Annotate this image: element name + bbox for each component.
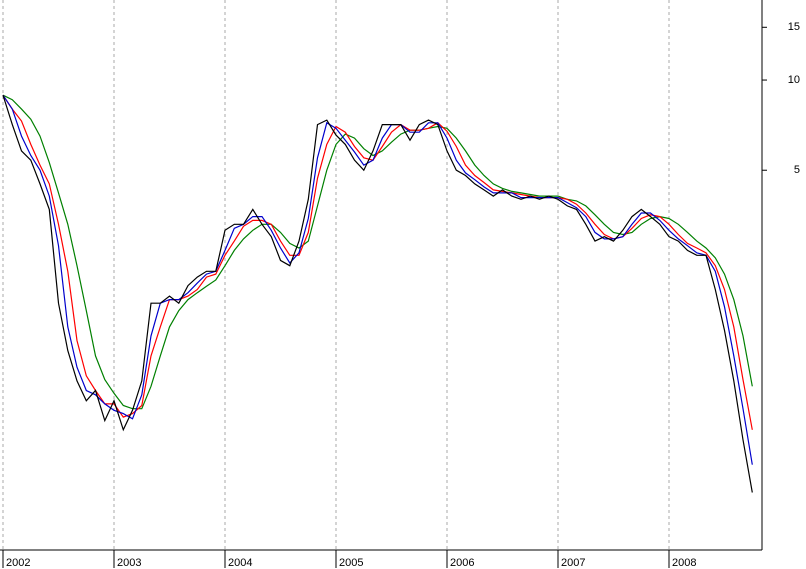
price-line bbox=[2, 95, 753, 493]
x-tick-label: 2005 bbox=[339, 557, 363, 569]
y-tick-label: 5 bbox=[794, 164, 800, 176]
x-tick-label: 2002 bbox=[6, 557, 30, 569]
price-line bbox=[2, 94, 753, 430]
y-tick-label: 15 bbox=[788, 21, 800, 33]
price-line bbox=[2, 94, 753, 465]
y-tick-label: 10 bbox=[788, 74, 800, 86]
x-tick-label: 2004 bbox=[228, 557, 252, 569]
x-tick-label: 2006 bbox=[450, 557, 474, 569]
x-tick-label: 2008 bbox=[672, 557, 696, 569]
x-tick-label: 2007 bbox=[561, 557, 585, 569]
x-tick-label: 2003 bbox=[117, 557, 141, 569]
